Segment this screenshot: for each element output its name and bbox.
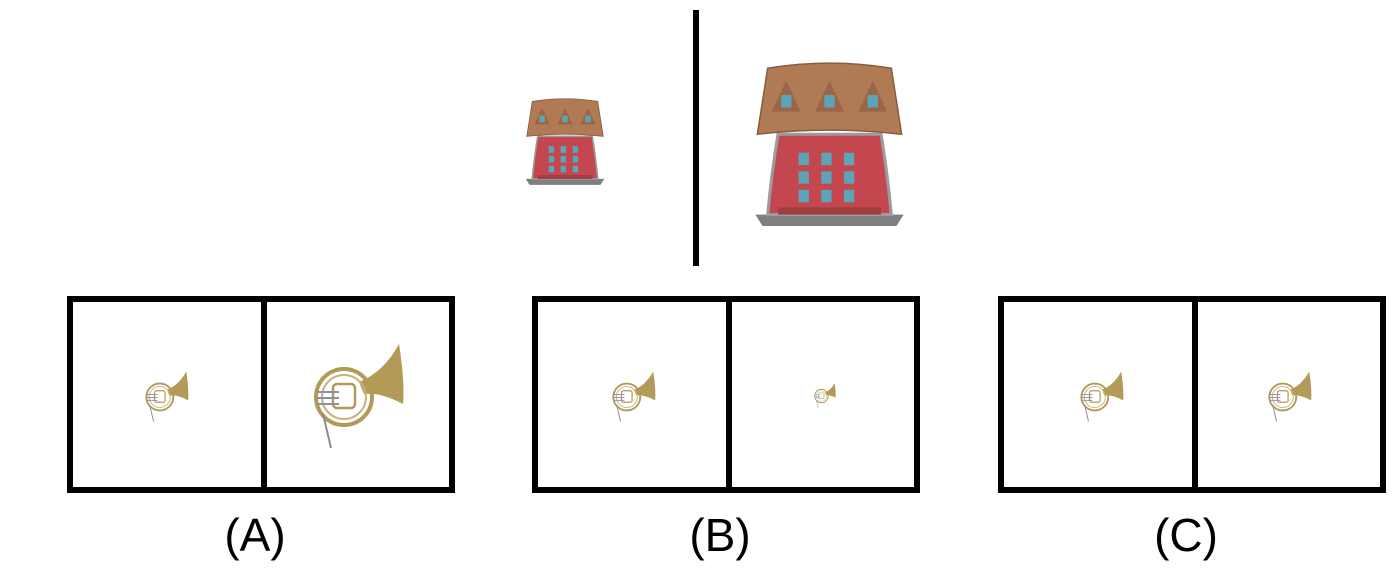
example-right-building-icon xyxy=(755,62,904,226)
example-left-building-icon xyxy=(525,98,605,185)
option-a-left-horn-icon xyxy=(145,371,189,422)
option-c-panel[interactable] xyxy=(998,296,1386,493)
option-a-panel[interactable] xyxy=(67,296,455,493)
example-divider xyxy=(693,10,699,266)
option-a-divider xyxy=(261,302,267,487)
option-c-divider xyxy=(1192,302,1198,487)
option-b-divider xyxy=(726,302,732,487)
option-c-right-horn-icon xyxy=(1268,371,1312,422)
option-a-right-horn-icon xyxy=(314,344,404,449)
option-b-right-horn-icon xyxy=(814,383,836,409)
option-c-label: (C) xyxy=(1154,509,1218,561)
option-c-left-horn-icon xyxy=(1080,371,1124,422)
option-b-left-horn-icon xyxy=(612,371,656,422)
option-b-panel[interactable] xyxy=(532,296,920,493)
option-a-label: (A) xyxy=(224,509,286,561)
option-b-label: (B) xyxy=(689,509,751,561)
